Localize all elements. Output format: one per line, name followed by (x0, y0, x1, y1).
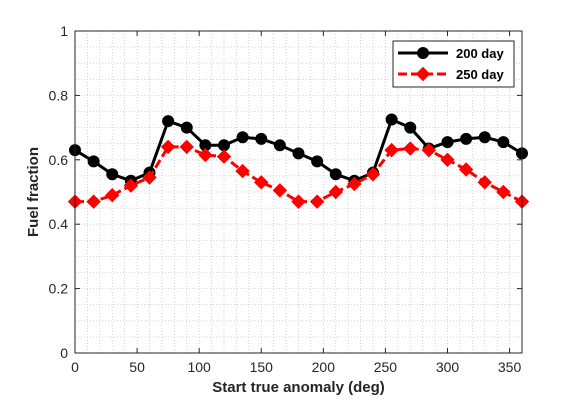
legend-entry: 200 day (398, 46, 504, 61)
data-point (478, 131, 491, 144)
data-point (347, 176, 362, 192)
data-point (198, 147, 213, 163)
x-tick-label: 200 (312, 359, 336, 375)
y-tick-labels: 0 0.2 0.4 0.6 0.8 1 (49, 23, 69, 361)
data-point (384, 142, 399, 158)
legend: 200 day 250 day (392, 40, 515, 88)
data-point (273, 139, 286, 152)
data-point (162, 115, 175, 128)
data-point (329, 168, 342, 181)
data-point (460, 132, 473, 145)
x-tick-label: 50 (129, 359, 145, 375)
data-point (292, 147, 305, 160)
data-point (309, 194, 325, 209)
y-axis-title: Fuel fraction (25, 147, 42, 237)
x-axis-title: Start true anomaly (deg) (212, 379, 385, 396)
y-tick-label: 0.4 (49, 216, 69, 232)
data-point (254, 175, 269, 190)
data-point (272, 183, 288, 198)
data-point (255, 132, 268, 145)
data-point (180, 121, 193, 134)
data-point (385, 113, 398, 126)
data-point (497, 136, 510, 149)
x-tick-label: 250 (374, 359, 398, 375)
legend-box (392, 40, 515, 88)
data-point (477, 175, 492, 190)
data-point (235, 163, 250, 179)
data-point (403, 141, 418, 156)
data-point (328, 184, 343, 200)
data-point (441, 136, 454, 149)
legend-marker (417, 47, 429, 59)
x-tick-label: 0 (71, 359, 79, 375)
y-tick-label: 0.2 (49, 281, 69, 297)
x-tick-label: 300 (436, 359, 460, 375)
legend-marker (415, 66, 431, 82)
data-point (216, 149, 232, 164)
y-tick-label: 0 (60, 345, 68, 361)
data-point (106, 168, 119, 181)
data-point (142, 170, 157, 185)
data-point (236, 131, 249, 144)
data-point (404, 121, 417, 134)
x-tick-label: 350 (498, 359, 522, 375)
data-point (311, 155, 324, 168)
data-point (365, 167, 381, 182)
data-point (496, 184, 511, 200)
series-group (67, 113, 530, 209)
data-point (87, 155, 100, 168)
data-point (440, 152, 455, 168)
y-tick-label: 0.6 (49, 152, 69, 168)
x-tick-labels: 0 50 100 150 200 250 300 350 (71, 359, 521, 375)
y-tick-label: 0.8 (49, 87, 69, 103)
y-tick-label: 1 (60, 23, 68, 39)
data-point (123, 178, 139, 193)
data-point (160, 139, 176, 155)
data-point (179, 139, 194, 155)
legend-entry: 250 day (398, 66, 504, 82)
axis-ticks (74, 30, 522, 354)
data-point (86, 194, 101, 209)
plot-frame (74, 30, 523, 354)
x-tick-label: 100 (187, 359, 211, 375)
data-point (458, 162, 474, 177)
x-tick-label: 150 (250, 359, 274, 375)
data-point (421, 142, 437, 158)
series-1 (67, 139, 530, 209)
data-point (218, 139, 230, 152)
legend-label: 250 day (456, 67, 504, 82)
data-point (105, 188, 120, 203)
data-point (291, 194, 306, 209)
legend-label: 200 day (456, 46, 504, 61)
